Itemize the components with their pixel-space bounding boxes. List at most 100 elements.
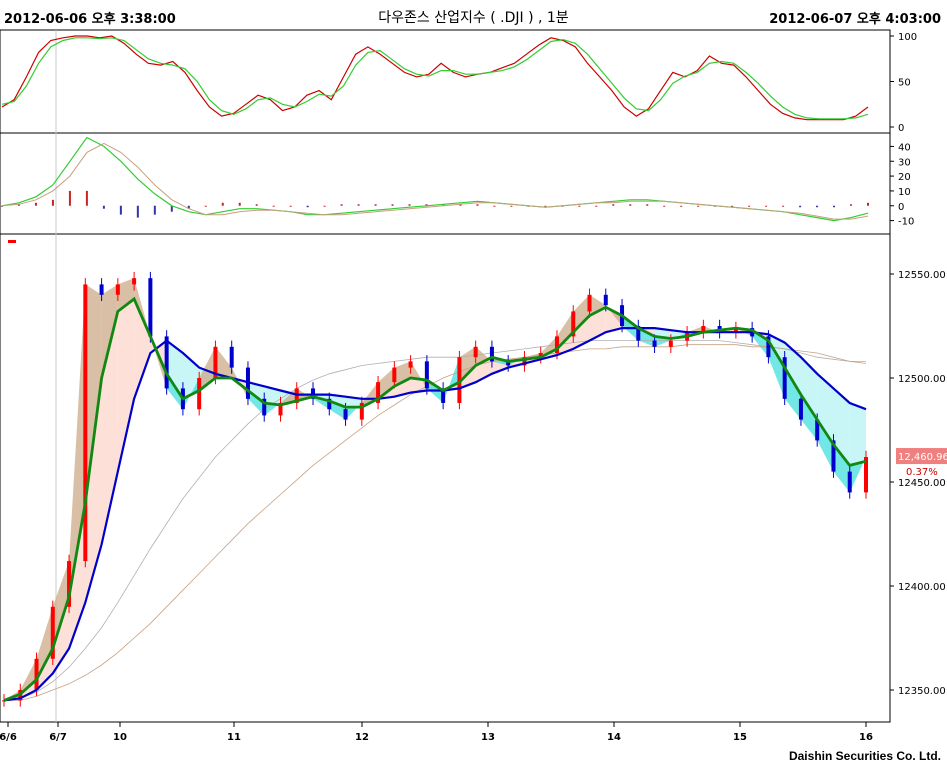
macd-histogram-bar <box>476 204 479 206</box>
candle-body <box>148 278 153 337</box>
macd-histogram-bar <box>221 202 224 206</box>
candle-body <box>668 340 673 347</box>
candle-body <box>424 361 429 389</box>
price-fill-segment <box>313 396 330 410</box>
candle-body <box>457 357 462 403</box>
ma-series-3 <box>4 344 867 701</box>
macd-histogram-bar <box>442 204 445 206</box>
price-fill-segment <box>264 402 281 416</box>
candle-body <box>83 284 88 562</box>
macd-histogram-bar <box>425 204 428 206</box>
macd-histogram-bar <box>578 205 581 207</box>
macd-histogram-bar <box>68 190 71 206</box>
price-fill-segment <box>85 284 102 503</box>
x-tick-label: 14 <box>607 732 621 743</box>
candle-body <box>522 357 527 366</box>
candle-body <box>489 346 494 362</box>
candle-body <box>766 336 771 358</box>
price-fill-segment <box>394 361 411 387</box>
x-tick-label: 10 <box>113 732 127 743</box>
cloud-segment <box>247 382 265 403</box>
cloud-segment <box>394 378 411 397</box>
macd-histogram-bar <box>136 205 139 218</box>
cloud-segment <box>833 388 850 466</box>
macd-histogram-bar <box>34 202 37 206</box>
candle-body <box>571 311 576 337</box>
price-fill-segment <box>20 658 37 695</box>
price-fill-segment <box>605 305 623 326</box>
price-tick-label: 12450.00 <box>898 478 946 489</box>
macd-histogram-bar <box>731 205 734 207</box>
price-tick-label: 12350.00 <box>898 686 946 697</box>
x-tick-label: 13 <box>481 732 495 743</box>
price-fill-segment <box>117 278 135 312</box>
macd-histogram-bar <box>408 204 411 206</box>
price-fill-segment <box>52 561 70 649</box>
price-fill-segment <box>752 330 769 358</box>
macd-histogram-bar <box>544 205 547 207</box>
price-fill-segment <box>215 346 232 378</box>
stoch-tick-label: 0 <box>898 123 904 134</box>
x-tick-label: 11 <box>227 732 241 743</box>
candle-body <box>343 409 348 420</box>
macd-histogram-bar <box>765 205 768 207</box>
price-fill-segment <box>361 382 379 408</box>
change-pct-label: 0.37% <box>906 467 938 478</box>
macd-histogram-bar <box>646 204 649 206</box>
price-tick-label: 12550.00 <box>898 270 946 281</box>
cloud-segment <box>329 394 346 408</box>
price-fill-segment <box>638 328 655 347</box>
price-fill-segment <box>166 373 183 410</box>
macd-histogram-bar <box>51 199 54 206</box>
candle-body <box>798 398 803 420</box>
x-tick-label: 6/6 <box>0 732 17 743</box>
price-fill-segment <box>475 346 492 366</box>
cloud-segment <box>784 342 801 395</box>
price-fill-segment <box>556 311 574 349</box>
macd-histogram-bar <box>782 205 785 207</box>
macd-histogram-bar <box>357 204 360 206</box>
macd-histogram-bar <box>204 205 207 207</box>
price-fill-segment <box>36 606 53 680</box>
macd-histogram-bar <box>306 205 309 208</box>
x-tick-label: 6/7 <box>49 732 67 743</box>
price-fill-segment <box>443 357 460 403</box>
macd-histogram-bar <box>816 205 819 208</box>
candle-body <box>506 361 511 366</box>
price-fill-segment <box>247 390 265 416</box>
ma-series-2 <box>3 327 867 702</box>
macd-histogram-bar <box>867 202 869 206</box>
cloud-segment <box>410 378 427 393</box>
macd-histogram-bar <box>289 205 292 207</box>
cloud-segment <box>849 402 866 466</box>
macd-tick-label: 40 <box>898 142 911 153</box>
price-fill-segment <box>817 419 834 472</box>
ma-series-1 <box>3 296 867 702</box>
stoch-tick-label: 100 <box>898 32 917 43</box>
macd-histogram-bar <box>680 205 683 207</box>
macd-tick-label: -10 <box>898 217 914 228</box>
price-fill-segment <box>784 367 801 420</box>
cloud-segment <box>605 307 623 333</box>
candle-body <box>408 361 413 368</box>
macd-histogram-bar <box>697 205 700 207</box>
candle-body <box>587 294 592 312</box>
candle-body <box>229 346 234 368</box>
cloud-segment <box>573 315 590 349</box>
macd-histogram-bar <box>187 205 190 209</box>
candle-body <box>815 419 820 441</box>
macd-histogram-bar <box>323 205 326 207</box>
cloud-segment <box>589 307 606 341</box>
cloud-segment <box>85 378 102 603</box>
price-fill-segment <box>573 294 590 333</box>
macd-series-1 <box>1 142 869 220</box>
cloud-segment <box>117 298 135 472</box>
macd-histogram-bar <box>17 204 20 206</box>
candle-body <box>359 402 364 420</box>
macd-histogram-bar <box>119 205 122 215</box>
chart-title: 다우존스 산업지수 ( .DJI ) , 1분 <box>378 10 569 26</box>
candle-body <box>847 471 852 493</box>
macd-histogram-bar <box>374 204 377 206</box>
price-tick-label: 12500.00 <box>898 374 946 385</box>
